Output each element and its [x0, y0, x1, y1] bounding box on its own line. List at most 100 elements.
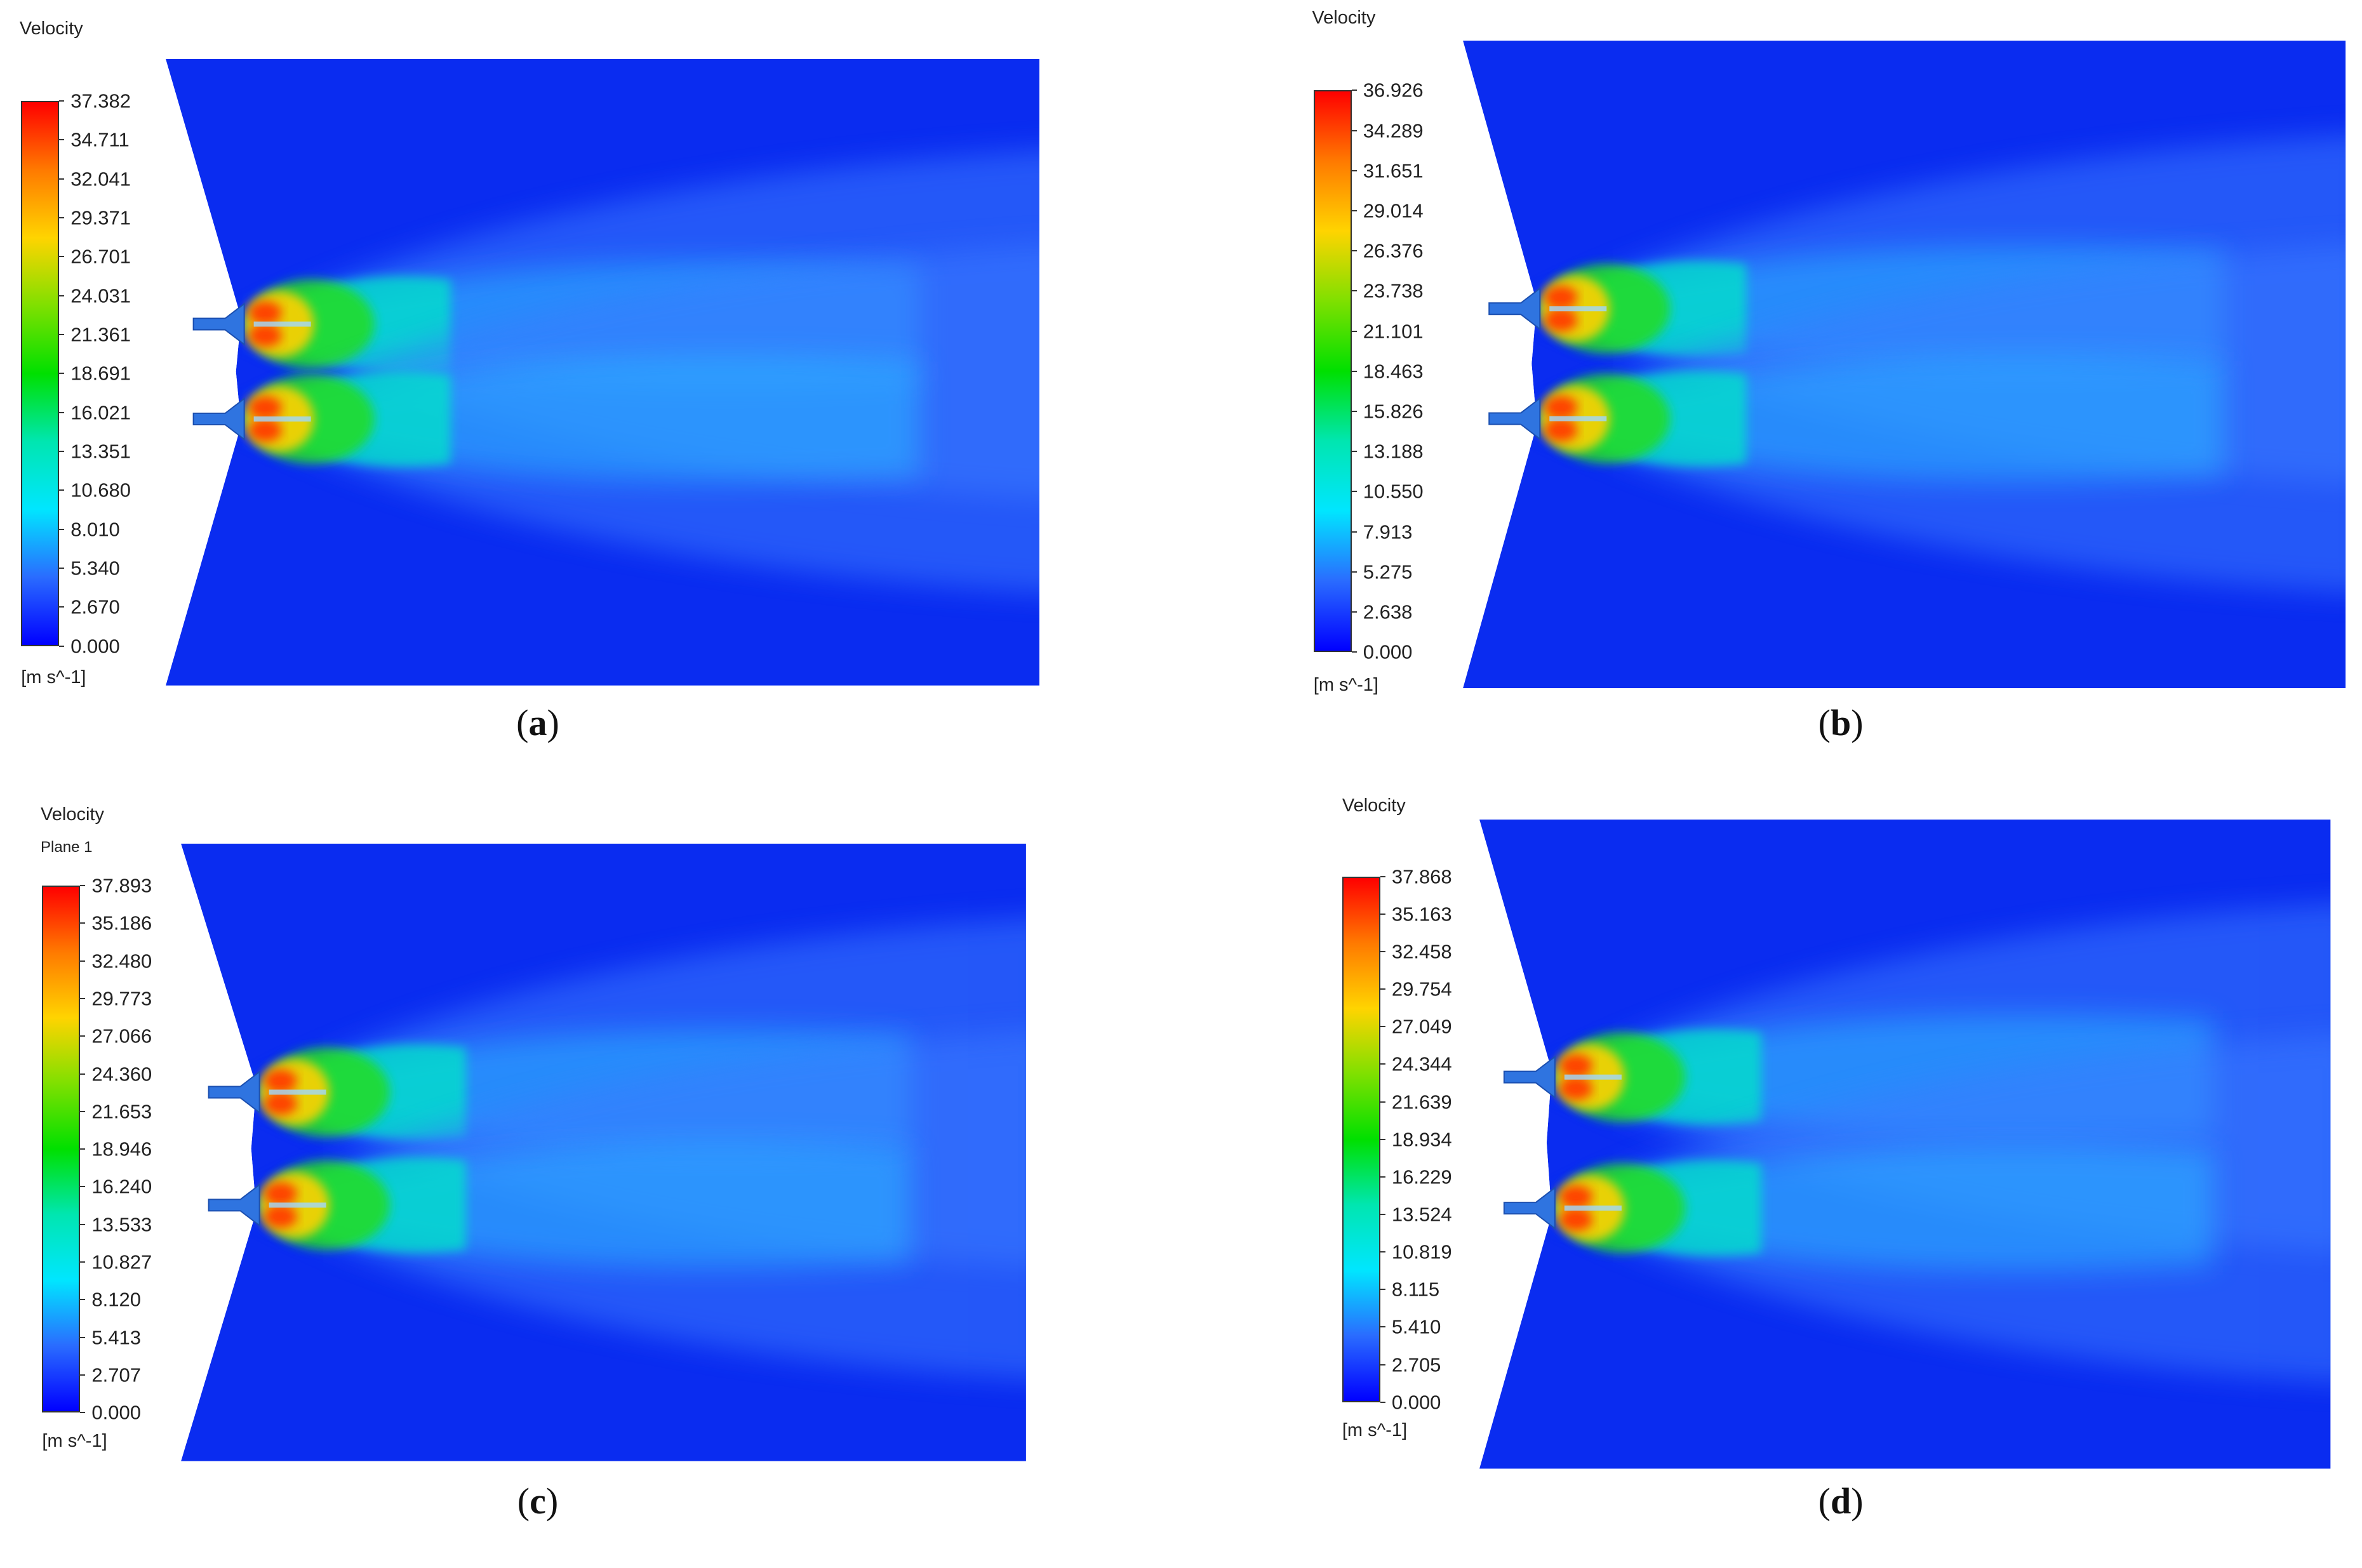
panel-caption: (c) — [517, 1480, 558, 1522]
colorbar-tickmark — [59, 256, 65, 258]
colorbar-tick-label: 2.670 — [70, 595, 120, 618]
jet-centerline — [1549, 306, 1606, 312]
colorbar-tickmark — [59, 373, 65, 375]
colorbar-tick-label: 21.101 — [1363, 320, 1424, 343]
plot-title: Velocity — [41, 804, 104, 825]
colorbar-tickmark — [1380, 1176, 1385, 1178]
colorbar-unit: [m s^-1] — [21, 667, 86, 688]
colorbar-tickmark — [1380, 1289, 1385, 1291]
jet-centerline — [269, 1202, 326, 1207]
colorbar-tickmark — [80, 1035, 86, 1037]
nozzle — [208, 1183, 260, 1226]
colorbar-tickmark — [59, 411, 65, 413]
colorbar-tickmark — [59, 451, 65, 453]
colorbar-tickmark — [1351, 290, 1357, 292]
colorbar-tick-label: 21.653 — [91, 1100, 152, 1123]
nozzle — [192, 302, 245, 346]
colorbar-tick-label: 10.550 — [1363, 480, 1424, 503]
colorbar-tickmark — [59, 606, 65, 608]
colorbar-tick-label: 35.163 — [1391, 903, 1452, 926]
jet-core-red-lower — [264, 1092, 297, 1115]
colorbar-tickmark — [1351, 250, 1357, 252]
colorbar-tick-label: 16.229 — [1391, 1166, 1452, 1188]
colorbar-tick-label: 29.773 — [91, 987, 152, 1010]
colorbar-tickmark — [80, 1374, 86, 1376]
colorbar-tick-label: 24.360 — [91, 1063, 152, 1086]
colorbar-tick-label: 21.361 — [70, 323, 131, 346]
colorbar-tick-label: 13.351 — [70, 440, 131, 463]
jet-centerline — [1564, 1074, 1622, 1080]
colorbar-tickmark — [59, 139, 65, 141]
colorbar-tickmark — [1380, 1326, 1385, 1328]
velocity-contour-field — [1462, 41, 2345, 689]
caption-letter: c — [530, 1480, 546, 1522]
velocity-contour-field — [165, 58, 1039, 686]
colorbar-tickmark — [59, 528, 65, 530]
colorbar-tick-label: 5.275 — [1363, 561, 1413, 583]
colorbar-tick-label: 5.340 — [70, 557, 120, 580]
jet-core-red-upper — [1559, 1185, 1592, 1208]
jet-core-red-lower — [1559, 1077, 1592, 1100]
caption-paren-close: ) — [1851, 1480, 1864, 1522]
colorbar-tick-label: 13.533 — [91, 1213, 152, 1236]
jet-centerline — [253, 321, 311, 327]
colorbar-tick-label: 34.289 — [1363, 119, 1424, 142]
panel-caption: (a) — [516, 701, 559, 744]
colorbar-tick-label: 18.934 — [1391, 1128, 1452, 1151]
colorbar-tick-label: 29.754 — [1391, 978, 1452, 1000]
nozzle — [1488, 287, 1540, 331]
colorbar-tickmark — [1380, 1401, 1385, 1403]
colorbar-unit: [m s^-1] — [1313, 674, 1378, 695]
colorbar-tickmark — [1351, 491, 1357, 493]
colorbar-tickmark — [80, 1148, 86, 1150]
colorbar-tickmark — [1380, 988, 1385, 990]
jet-core-red-lower — [1544, 309, 1577, 332]
velocity-contour-field — [180, 843, 1026, 1461]
jet-core-red-lower — [1559, 1207, 1592, 1231]
colorbar-tickmark — [1380, 913, 1385, 915]
colorbar-tickmark — [1380, 1214, 1385, 1216]
colorbar-tick-label: 32.041 — [70, 168, 131, 190]
colorbar-tick-label: 27.066 — [91, 1025, 152, 1047]
colorbar-tick-label: 8.120 — [91, 1288, 141, 1311]
plot-title: Velocity — [1312, 8, 1376, 29]
colorbar-tick-label: 5.410 — [1391, 1315, 1441, 1338]
colorbar — [42, 886, 81, 1413]
colorbar-tickmark — [80, 1223, 86, 1225]
colorbar-tick-label: 23.738 — [1363, 279, 1424, 302]
colorbar-tick-label: 10.680 — [70, 479, 131, 502]
colorbar-tick-label: 18.463 — [1363, 360, 1424, 383]
colorbar-tick-label: 15.826 — [1363, 400, 1424, 423]
colorbar-tickmark — [1380, 951, 1385, 953]
colorbar-tickmark — [80, 1261, 86, 1263]
colorbar-tickmark — [1351, 451, 1357, 453]
colorbar-tick-label: 24.344 — [1391, 1053, 1452, 1075]
colorbar-tickmark — [80, 1073, 86, 1075]
colorbar-tickmark — [1380, 1138, 1385, 1140]
colorbar-tick-label: 2.638 — [1363, 601, 1413, 623]
colorbar-tickmark — [1351, 90, 1357, 91]
colorbar-tick-label: 8.010 — [70, 518, 120, 541]
colorbar-tickmark — [59, 334, 65, 336]
jet-core-red-upper — [264, 1069, 297, 1093]
colorbar-unit: [m s^-1] — [42, 1430, 107, 1451]
caption-paren-open: ( — [517, 1480, 530, 1522]
colorbar-tick-label: 27.049 — [1391, 1015, 1452, 1038]
colorbar-tick-label: 35.186 — [91, 912, 152, 934]
colorbar-tick-label: 13.188 — [1363, 440, 1424, 463]
caption-letter: b — [1830, 701, 1852, 743]
caption-paren-open: ( — [516, 701, 529, 743]
colorbar — [1313, 90, 1352, 653]
colorbar-tickmark — [80, 885, 86, 886]
jet-core-red-upper — [264, 1181, 297, 1205]
colorbar-tickmark — [1351, 330, 1357, 332]
colorbar-tickmark — [59, 216, 65, 218]
colorbar-tick-label: 29.014 — [1363, 199, 1424, 222]
colorbar-tick-label: 2.707 — [91, 1364, 141, 1386]
panel-caption: (d) — [1818, 1480, 1864, 1522]
jet-core-red-lower — [248, 324, 282, 347]
nozzle — [192, 397, 245, 441]
colorbar-tickmark — [1380, 875, 1385, 877]
caption-letter: a — [528, 701, 547, 743]
jet-centerline — [1564, 1205, 1622, 1211]
